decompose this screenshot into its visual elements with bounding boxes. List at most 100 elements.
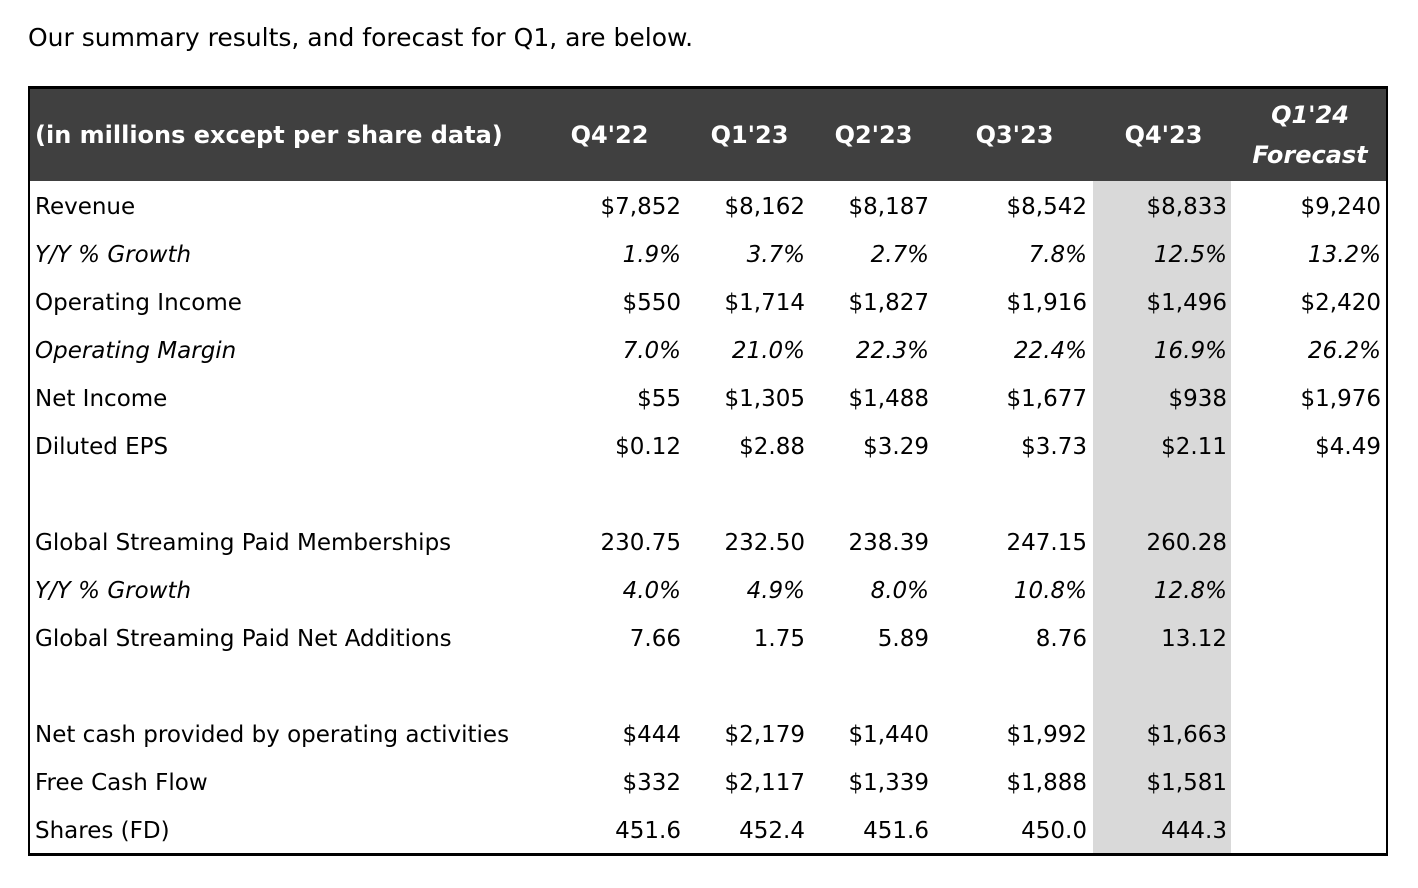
cell-q1-23: $2,179 — [724, 722, 805, 748]
cell-q2-23: 2.7% — [870, 242, 929, 268]
row-label: Y/Y % Growth — [35, 578, 192, 604]
cell-q3-23: 8.76 — [1035, 626, 1087, 652]
cell-q2-23: $3.29 — [863, 434, 929, 460]
cell-q3-23: $8,542 — [1006, 194, 1087, 220]
cell-q1-24-forecast — [1251, 567, 1381, 615]
cell-q4-22: 7.0% — [622, 338, 681, 364]
cell-q1-24-forecast: 26.2% — [1307, 338, 1381, 364]
cell-q1-24-forecast: $1,976 — [1300, 386, 1381, 412]
row-label: Diluted EPS — [35, 434, 169, 460]
cell-q2-23: $1,827 — [848, 290, 929, 316]
cell-q4-23: 13.12 — [1161, 626, 1227, 652]
row-label: Shares (FD) — [35, 818, 170, 844]
row-label: Global Streaming Paid Memberships — [35, 530, 452, 556]
row-label: Global Streaming Paid Net Additions — [35, 626, 452, 652]
cell-q3-23: $3.73 — [1021, 434, 1087, 460]
cell-q1-23: 452.4 — [739, 818, 805, 844]
table-row: Global Streaming Paid Net Additions 7.66 1… — [30, 615, 1386, 663]
table-row: Free Cash Flow $332 $2,117 $1,339 $1,888 $1,5… — [30, 759, 1386, 807]
cell-q4-23: 12.5% — [1153, 242, 1227, 268]
forecast-quarter: Q1'24 — [1271, 101, 1349, 129]
cell-q4-23: $1,663 — [1146, 722, 1227, 748]
column-header-q2-23: Q2'23 — [834, 121, 913, 149]
row-label: Y/Y % Growth — [35, 242, 192, 268]
row-label: Free Cash Flow — [35, 770, 208, 796]
cell-q3-23: $1,888 — [1006, 770, 1087, 796]
table-row: Revenue $7,852 $8,162 $8,187 $8,542 $8,833 $9,… — [30, 183, 1386, 231]
column-header-q4-22: Q4'22 — [570, 121, 649, 149]
cell-q4-22: $550 — [622, 290, 681, 316]
cell-q1-23: 232.50 — [724, 530, 805, 556]
cell-q4-22: 7.66 — [629, 626, 681, 652]
highlight-column-q4-23 — [1093, 181, 1231, 853]
table-row: Operating Margin 7.0% 21.0% 22.3% 22.4% 16.9%… — [30, 327, 1386, 375]
cell-q1-24-forecast: $9,240 — [1300, 194, 1381, 220]
table-row: Global Streaming Paid Memberships 230.75 2… — [30, 519, 1386, 567]
table-row: Net Income $55 $1,305 $1,488 $1,677 $938 $1,97… — [30, 375, 1386, 423]
cell-q1-24-forecast — [1251, 519, 1381, 567]
cell-q1-23: 1.75 — [753, 626, 805, 652]
cell-q3-23: 10.8% — [1013, 578, 1087, 604]
cell-q4-23: $938 — [1168, 386, 1227, 412]
cell-q4-23: 444.3 — [1161, 818, 1227, 844]
cell-q1-24-forecast: $4.49 — [1315, 434, 1381, 460]
row-label: Operating Margin — [35, 338, 237, 364]
cell-q2-23: $1,488 — [848, 386, 929, 412]
cell-q1-23: 4.9% — [746, 578, 805, 604]
cell-q4-22: 1.9% — [622, 242, 681, 268]
row-label: Net Income — [35, 386, 168, 412]
table-row: Operating Income $550 $1,714 $1,827 $1,916 $1… — [30, 279, 1386, 327]
column-header-q1-24-forecast: Q1'24 Forecast — [1243, 89, 1377, 181]
cell-q2-23: 451.6 — [863, 818, 929, 844]
table-header: (in millions except per share data) Q4'2… — [30, 86, 1386, 181]
cell-q2-23: 238.39 — [848, 530, 929, 556]
table-row: Net cash provided by operating activitie… — [30, 711, 1386, 759]
cell-q2-23: $1,440 — [848, 722, 929, 748]
cell-q2-23: $8,187 — [848, 194, 929, 220]
table-row: Diluted EPS $0.12 $2.88 $3.29 $3.73 $2.11 $4.4… — [30, 423, 1386, 471]
cell-q4-22: $7,852 — [600, 194, 681, 220]
row-label: Revenue — [35, 194, 136, 220]
cell-q4-22: $332 — [622, 770, 681, 796]
cell-q3-23: $1,916 — [1006, 290, 1087, 316]
cell-q4-22: $444 — [622, 722, 681, 748]
cell-q3-23: $1,992 — [1006, 722, 1087, 748]
cell-q4-22: 230.75 — [600, 530, 681, 556]
cell-q1-24-forecast — [1251, 615, 1381, 663]
cell-q4-23: $2.11 — [1161, 434, 1227, 460]
cell-q4-22: 451.6 — [615, 818, 681, 844]
table-row: Y/Y % Growth 1.9% 3.7% 2.7% 7.8% 12.5% 13.2% — [30, 231, 1386, 279]
cell-q3-23: $1,677 — [1006, 386, 1087, 412]
cell-q4-23: 260.28 — [1146, 530, 1227, 556]
cell-q4-23: $1,496 — [1146, 290, 1227, 316]
cell-q3-23: 450.0 — [1021, 818, 1087, 844]
cell-q4-23: $1,581 — [1146, 770, 1227, 796]
cell-q4-22: $0.12 — [615, 434, 681, 460]
cell-q1-23: $8,162 — [724, 194, 805, 220]
cell-q1-24-forecast: 13.2% — [1307, 242, 1381, 268]
intro-text: Our summary results, and forecast for Q1… — [28, 23, 694, 52]
cell-q4-23: $8,833 — [1146, 194, 1227, 220]
column-header-q3-23: Q3'23 — [975, 121, 1054, 149]
row-label: Operating Income — [35, 290, 242, 316]
cell-q1-23: $1,714 — [724, 290, 805, 316]
cell-q1-23: $2,117 — [724, 770, 805, 796]
cell-q4-22: $55 — [637, 386, 681, 412]
table-row: Y/Y % Growth 4.0% 4.9% 8.0% 10.8% 12.8% — [30, 567, 1386, 615]
column-header-q1-23: Q1'23 — [710, 121, 789, 149]
column-header-q4-23: Q4'23 — [1124, 121, 1203, 149]
cell-q2-23: 8.0% — [870, 578, 929, 604]
cell-q1-23: 3.7% — [746, 242, 805, 268]
cell-q3-23: 22.4% — [1013, 338, 1087, 364]
cell-q1-24-forecast — [1251, 807, 1381, 855]
cell-q2-23: 5.89 — [877, 626, 929, 652]
cell-q1-24-forecast — [1251, 759, 1381, 807]
table-row: Shares (FD) 451.6 452.4 451.6 450.0 444.3 — [30, 807, 1386, 855]
cell-q4-23: 16.9% — [1153, 338, 1227, 364]
cell-q2-23: 22.3% — [855, 338, 929, 364]
forecast-label: Forecast — [1252, 141, 1368, 169]
cell-q4-22: 4.0% — [622, 578, 681, 604]
cell-q2-23: $1,339 — [848, 770, 929, 796]
row-label: Net cash provided by operating activitie… — [35, 722, 510, 748]
cell-q3-23: 7.8% — [1028, 242, 1087, 268]
